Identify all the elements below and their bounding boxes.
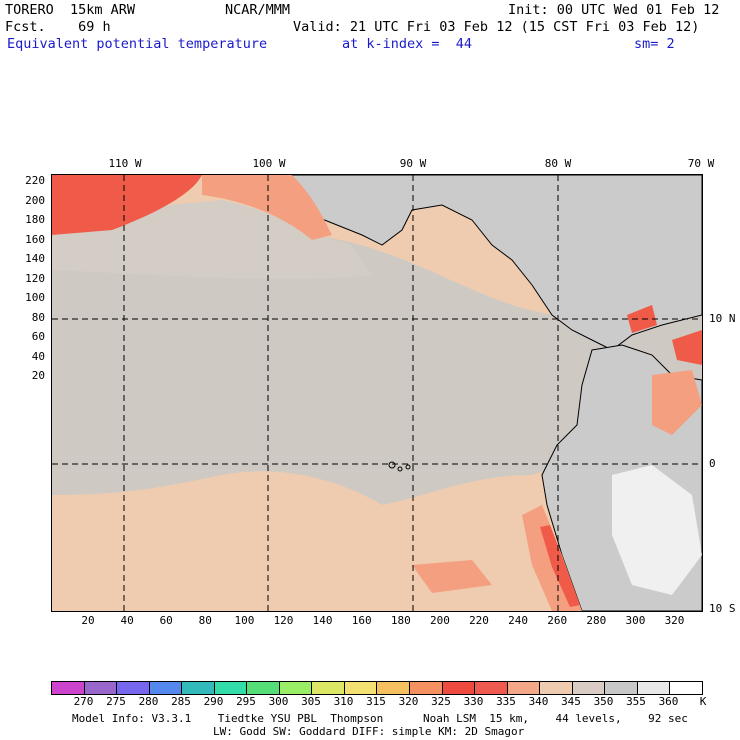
colorbar-level-label: 290	[203, 695, 224, 708]
colorbar-level-label: 340	[528, 695, 549, 708]
colorbar-swatch	[442, 682, 476, 694]
colorbar-swatch	[117, 682, 150, 694]
lon-label-70w: 70 W	[687, 157, 715, 170]
colorbar-level-label: 295	[236, 695, 256, 708]
y-tick-label: 200	[25, 193, 45, 207]
x-tick-label: 120	[273, 614, 294, 627]
x-tick-label: 40	[120, 614, 134, 627]
colorbar-unit: K	[699, 695, 707, 708]
colorbar-swatch	[84, 682, 118, 694]
field-name: Equivalent potential temperature	[7, 36, 268, 52]
institution: NCAR/MMM	[225, 2, 291, 18]
x-tick-label: 300	[625, 614, 646, 627]
theta-e-field	[52, 175, 702, 611]
y-tick-label: 220	[25, 174, 45, 187]
galapagos-islands	[388, 461, 411, 472]
colorbar-swatch	[149, 682, 183, 694]
hot-northwest	[52, 175, 202, 235]
model-title: TORERO 15km ARW	[5, 2, 136, 18]
y-tick-label: 180	[25, 213, 45, 226]
x-tick-label: 180	[390, 614, 411, 627]
x-tick-label: 220	[469, 614, 489, 627]
hotter-coast-peru	[540, 525, 580, 607]
x-tick-label: 320	[664, 614, 685, 627]
colorbar-swatch	[279, 682, 313, 694]
x-tick-label: 240	[508, 614, 529, 627]
forecast-hour: Fcst. 69 h	[5, 19, 111, 35]
colorbar-level-label: 350	[593, 695, 614, 708]
x-tick-label: 140	[312, 614, 333, 627]
y-tick-label: 20	[31, 369, 45, 382]
x-tick-label: 200	[429, 614, 450, 627]
colorbar-level-label: 360	[658, 695, 679, 708]
colorbar-level-label: 325	[431, 695, 451, 708]
colorbar-swatch	[247, 682, 280, 694]
hot-caribbean-2	[672, 330, 702, 365]
level-index: at k-index = 44	[342, 36, 473, 52]
valid-time: Valid: 21 UTC Fri 03 Feb 12 (15 CST Fri …	[293, 19, 700, 35]
lat-label-10s: 10 S	[709, 602, 736, 615]
colorbar-level-label: 320	[398, 695, 419, 708]
y-tick-label: 160	[25, 232, 45, 246]
lon-label-90w: 90 W	[399, 157, 427, 170]
colorbar-level-label: 305	[301, 695, 321, 708]
warm-patch-offshore	[412, 560, 492, 593]
x-tick-label: 160	[351, 614, 372, 627]
colorbar-swatch	[344, 682, 378, 694]
colorbar-swatch	[377, 682, 411, 694]
lat-label-0: 0	[709, 457, 716, 470]
andes-cold	[612, 465, 702, 595]
colorbar-swatch	[475, 682, 508, 694]
colorbar-swatch	[52, 682, 85, 694]
y-tick-label: 60	[31, 330, 45, 343]
colorbar-swatch	[572, 682, 606, 694]
colorbar-level-label: 310	[333, 695, 354, 708]
model-physics: LW: Godd SW: Goddard DIFF: simple KM: 2D…	[213, 725, 525, 738]
colorbar-level-label: 330	[463, 695, 484, 708]
colorbar-level-label: 280	[138, 695, 159, 708]
lat-label-10n: 10 N	[709, 312, 736, 325]
y-tick-label: 40	[31, 349, 45, 363]
x-tick-label: 80	[198, 614, 212, 627]
colorbar-level-label: 275	[106, 695, 126, 708]
x-tick-label: 20	[81, 614, 95, 627]
colorbar-level-label: 270	[73, 695, 94, 708]
colorbar-swatch	[182, 682, 215, 694]
model-info: Model Info: V3.3.1 Tiedtke YSU PBL Thomp…	[72, 712, 688, 725]
colorbar-swatch	[410, 682, 443, 694]
colorbar-swatch	[214, 682, 248, 694]
colorbar-swatch	[312, 682, 345, 694]
colorbar-level-label: 315	[366, 695, 386, 708]
map-panel	[51, 174, 703, 612]
y-tick-label: 140	[25, 252, 45, 265]
colorbar-level-label: 285	[171, 695, 191, 708]
x-tick-label: 260	[547, 614, 568, 627]
init-time: Init: 00 UTC Wed 01 Feb 12	[508, 2, 720, 18]
central-america-land	[201, 175, 702, 351]
colorbar-swatch	[540, 682, 573, 694]
colorbar-level-label: 300	[268, 695, 289, 708]
smoothing: sm= 2	[634, 36, 675, 52]
colorbar-level-label: 355	[626, 695, 646, 708]
x-tick-label: 100	[234, 614, 255, 627]
warm-northwest	[202, 175, 332, 240]
y-tick-label: 100	[25, 291, 45, 304]
cool-band	[52, 230, 702, 506]
colorbar-swatch	[637, 682, 671, 694]
x-tick-label: 60	[159, 614, 173, 627]
colorbar-swatch	[605, 682, 638, 694]
lon-label-110w: 110 W	[108, 157, 142, 170]
y-tick-label: 80	[31, 310, 45, 324]
x-tick-label: 280	[586, 614, 607, 627]
graticule	[52, 175, 702, 611]
colorbar-swatch	[670, 682, 702, 694]
colorbar-level-label: 335	[496, 695, 516, 708]
lon-label-100w: 100 W	[252, 157, 286, 170]
colorbar-swatch	[507, 682, 541, 694]
warm-caribbean	[652, 370, 702, 435]
y-tick-label: 120	[25, 271, 45, 285]
lon-label-80w: 80 W	[544, 157, 572, 170]
colorbar-level-label: 345	[561, 695, 581, 708]
colorbar	[51, 681, 703, 695]
